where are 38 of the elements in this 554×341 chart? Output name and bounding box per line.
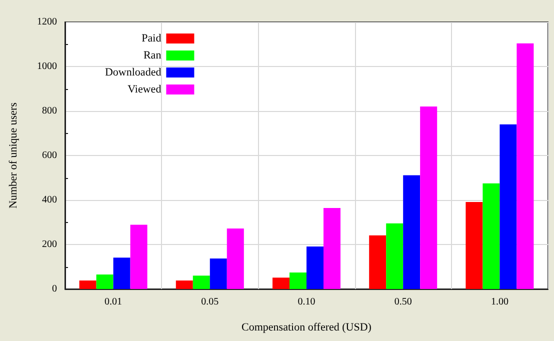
legend-label: Viewed — [128, 84, 162, 96]
legend-label: Paid — [142, 32, 162, 44]
bar — [210, 258, 227, 289]
legend-label: Ran — [143, 50, 162, 62]
bar — [369, 235, 386, 289]
y-tick-label: 600 — [42, 150, 57, 161]
bar — [324, 208, 340, 289]
bar — [176, 280, 193, 289]
bar — [113, 258, 130, 289]
y-tick-label: 200 — [42, 239, 57, 250]
x-tick-label: 0.05 — [201, 296, 219, 308]
bar — [130, 224, 148, 289]
x-tick-label: 0.10 — [298, 296, 316, 308]
bar — [96, 274, 114, 289]
bar — [482, 183, 500, 289]
y-tick-label: 1000 — [37, 61, 57, 72]
bar — [500, 124, 517, 289]
x-tick-label: 0.01 — [104, 296, 122, 308]
bar — [226, 228, 244, 289]
y-tick-label: 0 — [52, 284, 57, 294]
bar — [386, 223, 404, 289]
x-axis-title: Compensation offered (USD) — [242, 322, 372, 334]
y-tick-label: 400 — [42, 194, 57, 206]
y-tick-label: 800 — [42, 106, 57, 116]
bar — [466, 202, 483, 289]
x-tick-label: 0.50 — [394, 296, 412, 308]
y-axis-title: Number of unique users — [8, 102, 20, 209]
bar — [192, 276, 210, 289]
bar — [79, 280, 96, 289]
bar — [306, 246, 324, 289]
y-tick-label: 1200 — [37, 16, 57, 28]
bar — [272, 278, 290, 289]
bar — [420, 106, 438, 289]
x-tick-label: 1.00 — [490, 296, 508, 308]
legend-label: Downloaded — [104, 66, 162, 78]
bar — [516, 43, 534, 289]
bar — [290, 272, 306, 289]
bar — [403, 175, 420, 289]
